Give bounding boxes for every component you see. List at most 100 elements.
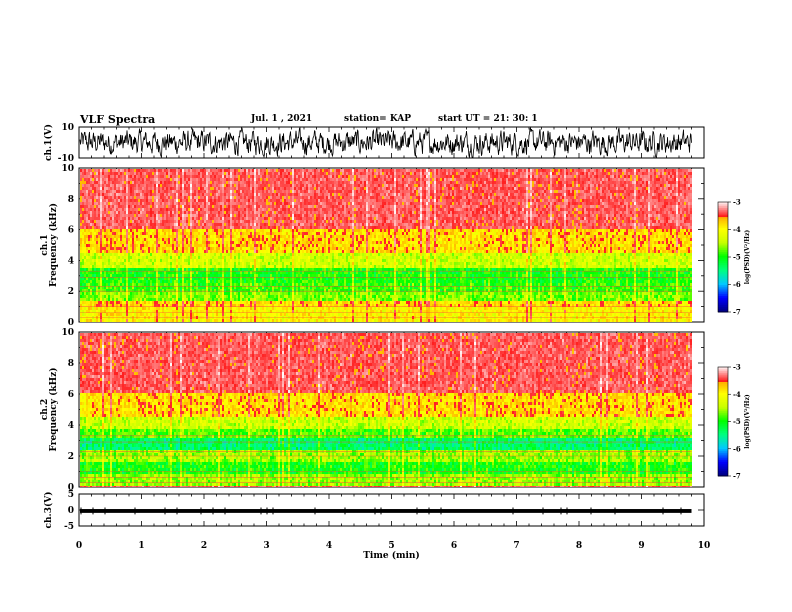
spectrogram-cell: [216, 262, 218, 265]
spectrogram-cell: [140, 220, 142, 223]
spectrogram-cell: [168, 274, 170, 277]
spectrogram-cell: [252, 202, 254, 205]
spectrogram-cell: [146, 265, 148, 268]
spectrogram-cell: [88, 280, 90, 283]
spectrogram-cell: [194, 175, 196, 178]
spectrogram-cell: [228, 265, 230, 268]
spectrogram-cell: [120, 223, 122, 226]
spectrogram-cell: [182, 187, 184, 190]
spectrogram-cell: [218, 301, 220, 304]
spectrogram-cell: [240, 298, 242, 301]
spectrogram-cell: [152, 214, 154, 217]
spectrogram-cell: [214, 169, 216, 172]
spectrogram-cell: [174, 289, 176, 292]
y-tick-label: -5: [64, 522, 74, 532]
spectrogram-cell: [158, 319, 160, 322]
spectrogram-cell: [104, 175, 106, 178]
spectrogram-cell: [226, 181, 228, 184]
spectrogram-cell: [180, 184, 182, 187]
spectrogram-cell: [176, 247, 178, 250]
spectrogram-cell: [126, 223, 128, 226]
spectrogram-cell: [104, 226, 106, 229]
spectrogram-cell: [90, 211, 92, 214]
spectrogram-cell: [138, 274, 140, 277]
spectrogram-cell: [170, 259, 172, 262]
spectrogram-cell: [130, 301, 132, 304]
spectrogram-cell: [170, 238, 172, 241]
spectrogram-cell: [106, 169, 108, 172]
spectrogram-cell: [152, 298, 154, 301]
spectrogram-cell: [140, 187, 142, 190]
spectrogram-cell: [86, 265, 88, 268]
spectrogram-cell: [176, 199, 178, 202]
spectrogram-cell: [234, 202, 236, 205]
spectrogram-cell: [108, 190, 110, 193]
spectrogram-cell: [96, 250, 98, 253]
spectrogram-cell: [192, 295, 194, 298]
spectrogram-cell: [108, 307, 110, 310]
spectrogram-cell: [230, 280, 232, 283]
spectrogram-cell: [180, 199, 182, 202]
spectrogram-cell: [150, 196, 152, 199]
spectrogram-cell: [190, 298, 192, 301]
spectrogram-cell: [188, 220, 190, 223]
spectrogram-cell: [204, 280, 206, 283]
spectrogram-cell: [196, 253, 198, 256]
spectrogram-cell: [96, 181, 98, 184]
spectrogram-cell: [128, 268, 130, 271]
spectrogram-cell: [114, 265, 116, 268]
spectrogram-cell: [234, 169, 236, 172]
spectrogram-cell: [196, 175, 198, 178]
spectrogram-cell: [158, 208, 160, 211]
spectrogram-cell: [130, 292, 132, 295]
spectrogram-cell: [170, 319, 172, 322]
spectrogram-cell: [236, 313, 238, 316]
spectrogram-cell: [194, 199, 196, 202]
spectrogram-cell: [174, 235, 176, 238]
spectrogram-cell: [246, 235, 248, 238]
spectrogram-cell: [242, 298, 244, 301]
spectrogram-cell: [110, 256, 112, 259]
spectrogram-cell: [146, 205, 148, 208]
spectrogram-cell: [166, 208, 168, 211]
spectrogram-cell: [200, 178, 202, 181]
spectrogram-cell: [80, 301, 82, 304]
spectrogram-cell: [216, 226, 218, 229]
spectrogram-cell: [252, 247, 254, 250]
spectrogram-cell: [120, 196, 122, 199]
spectrogram-cell: [146, 307, 148, 310]
spectrogram-cell: [116, 274, 118, 277]
spectrogram-cell: [228, 268, 230, 271]
spectrogram-cell: [158, 226, 160, 229]
spectrogram-cell: [226, 232, 228, 235]
spectrogram-cell: [184, 238, 186, 241]
spectrogram-cell: [214, 280, 216, 283]
spectrogram-cell: [220, 211, 222, 214]
spectrogram-cell: [162, 241, 164, 244]
spectrogram-cell: [112, 280, 114, 283]
spectrogram-cell: [98, 178, 100, 181]
spectrogram-cell: [164, 247, 166, 250]
spectrogram-cell: [114, 256, 116, 259]
spectrogram-cell: [204, 292, 206, 295]
spectrogram-cell: [102, 223, 104, 226]
spectrogram-cell: [132, 256, 134, 259]
spectrogram-cell: [250, 202, 252, 205]
spectrogram-cell: [92, 319, 94, 322]
spectrogram-cell: [114, 319, 116, 322]
spectrogram-cell: [246, 265, 248, 268]
spectrogram-cell: [236, 193, 238, 196]
spectrogram-cell: [228, 178, 230, 181]
spectrogram-cell: [170, 220, 172, 223]
spectrogram-cell: [146, 319, 148, 322]
spectrogram-cell: [194, 211, 196, 214]
spectrogram-cell: [136, 190, 138, 193]
spectrogram-cell: [154, 250, 156, 253]
spectrogram-cell: [80, 196, 82, 199]
spectrogram-cell: [164, 259, 166, 262]
spectrogram-cell: [236, 301, 238, 304]
spectrogram-cell: [102, 247, 104, 250]
spectrogram-cell: [108, 214, 110, 217]
spectrogram-cell: [86, 319, 88, 322]
spectrogram-cell: [232, 313, 234, 316]
